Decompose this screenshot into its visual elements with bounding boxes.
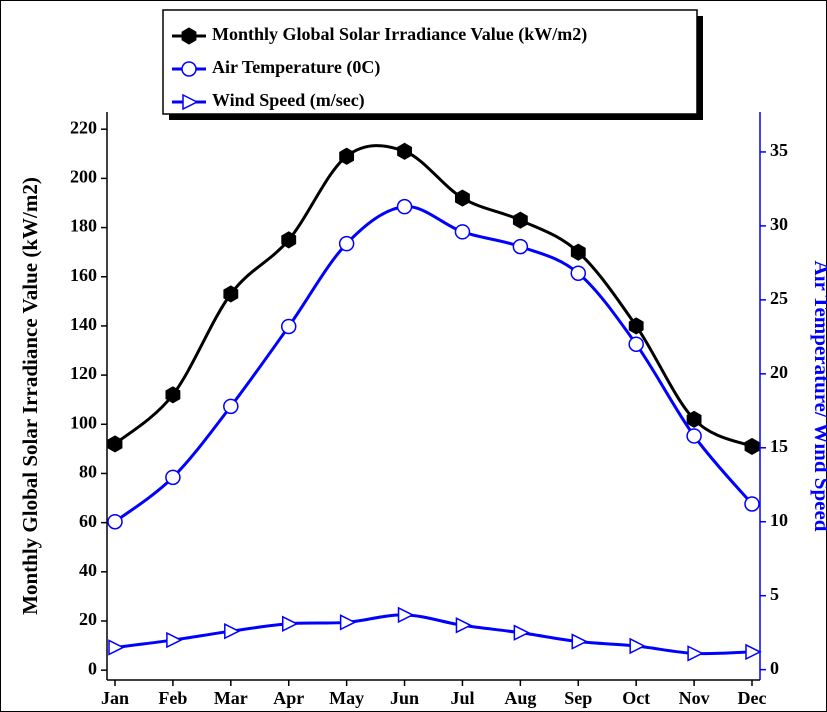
point: [223, 285, 239, 303]
point: [224, 622, 241, 640]
point: [628, 336, 644, 352]
y2-tick-label: 25: [770, 288, 788, 308]
point: [513, 624, 531, 641]
point: [338, 235, 355, 252]
x-tick-label: Apr: [273, 688, 304, 708]
y2-tick-label: 15: [770, 436, 788, 456]
y-tick-label: 220: [70, 117, 97, 137]
legend-label: Wind Speed (m/sec): [212, 90, 365, 111]
point: [107, 513, 123, 530]
y-tick-label: 180: [70, 216, 97, 236]
point: [281, 231, 297, 249]
point: [687, 645, 704, 662]
x-tick-label: Sep: [564, 688, 592, 708]
series-line: [114, 205, 754, 523]
x-tick-label: Mar: [214, 688, 248, 708]
x-tick-label: Feb: [158, 688, 187, 708]
x-tick-label: Jul: [450, 688, 474, 708]
y2-tick-label: 35: [770, 140, 788, 160]
y2-tick-label: 20: [770, 362, 788, 382]
point: [281, 615, 299, 633]
series-line: [114, 144, 753, 448]
legend-marker: [181, 61, 197, 77]
point: [686, 410, 702, 428]
y2-tick-label: 0: [770, 658, 779, 678]
point: [512, 211, 528, 229]
point: [108, 639, 125, 656]
y2-tick-label: 5: [770, 584, 779, 604]
legend-marker: [181, 27, 197, 45]
y-tick-label: 120: [70, 363, 97, 383]
point: [455, 617, 473, 634]
series-line: [114, 613, 753, 656]
point: [165, 469, 181, 486]
point: [629, 637, 646, 655]
point: [571, 633, 588, 650]
x-tick-label: Jan: [101, 688, 129, 708]
x-tick-label: Nov: [679, 688, 710, 708]
point: [570, 243, 586, 261]
point: [339, 614, 357, 631]
point: [744, 496, 760, 512]
y-tick-label: 100: [70, 412, 97, 432]
point: [745, 643, 762, 661]
x-tick-label: May: [329, 688, 364, 708]
y-tick-label: 0: [88, 658, 97, 678]
y-tick-label: 200: [70, 167, 97, 187]
point: [165, 386, 181, 404]
y2-tick-label: 30: [770, 214, 788, 234]
point: [570, 265, 587, 281]
x-tick-label: Dec: [738, 688, 767, 708]
y2-axis-title: Air Temperature/ Wind Speed: [810, 261, 827, 532]
point: [744, 437, 760, 455]
legend-label: Air Temperature (0C): [212, 57, 380, 78]
point: [686, 428, 702, 444]
point: [397, 142, 412, 160]
x-tick-label: Aug: [504, 688, 536, 708]
legend-label: Monthly Global Solar Irradiance Value (k…: [212, 24, 587, 45]
point: [628, 317, 644, 335]
point: [396, 198, 413, 215]
point: [397, 606, 415, 624]
y-tick-label: 140: [70, 314, 97, 334]
y-axis-title: Monthly Global Solar Irradiance Value (k…: [18, 177, 42, 615]
point: [339, 147, 355, 165]
point: [107, 435, 123, 453]
point: [512, 238, 529, 255]
legend-box: [162, 9, 698, 115]
point: [454, 224, 471, 240]
x-tick-label: Jun: [390, 688, 419, 708]
point: [223, 398, 239, 415]
legend-marker: [182, 93, 199, 111]
y-tick-label: 60: [79, 511, 97, 531]
y-tick-label: 160: [70, 265, 97, 285]
x-tick-label: Oct: [622, 688, 650, 708]
y-tick-label: 20: [79, 609, 97, 629]
point: [455, 189, 470, 207]
point: [166, 631, 183, 649]
y2-tick-label: 10: [770, 510, 788, 530]
y-tick-label: 40: [79, 560, 97, 580]
y-tick-label: 80: [79, 462, 97, 482]
point: [280, 318, 297, 335]
